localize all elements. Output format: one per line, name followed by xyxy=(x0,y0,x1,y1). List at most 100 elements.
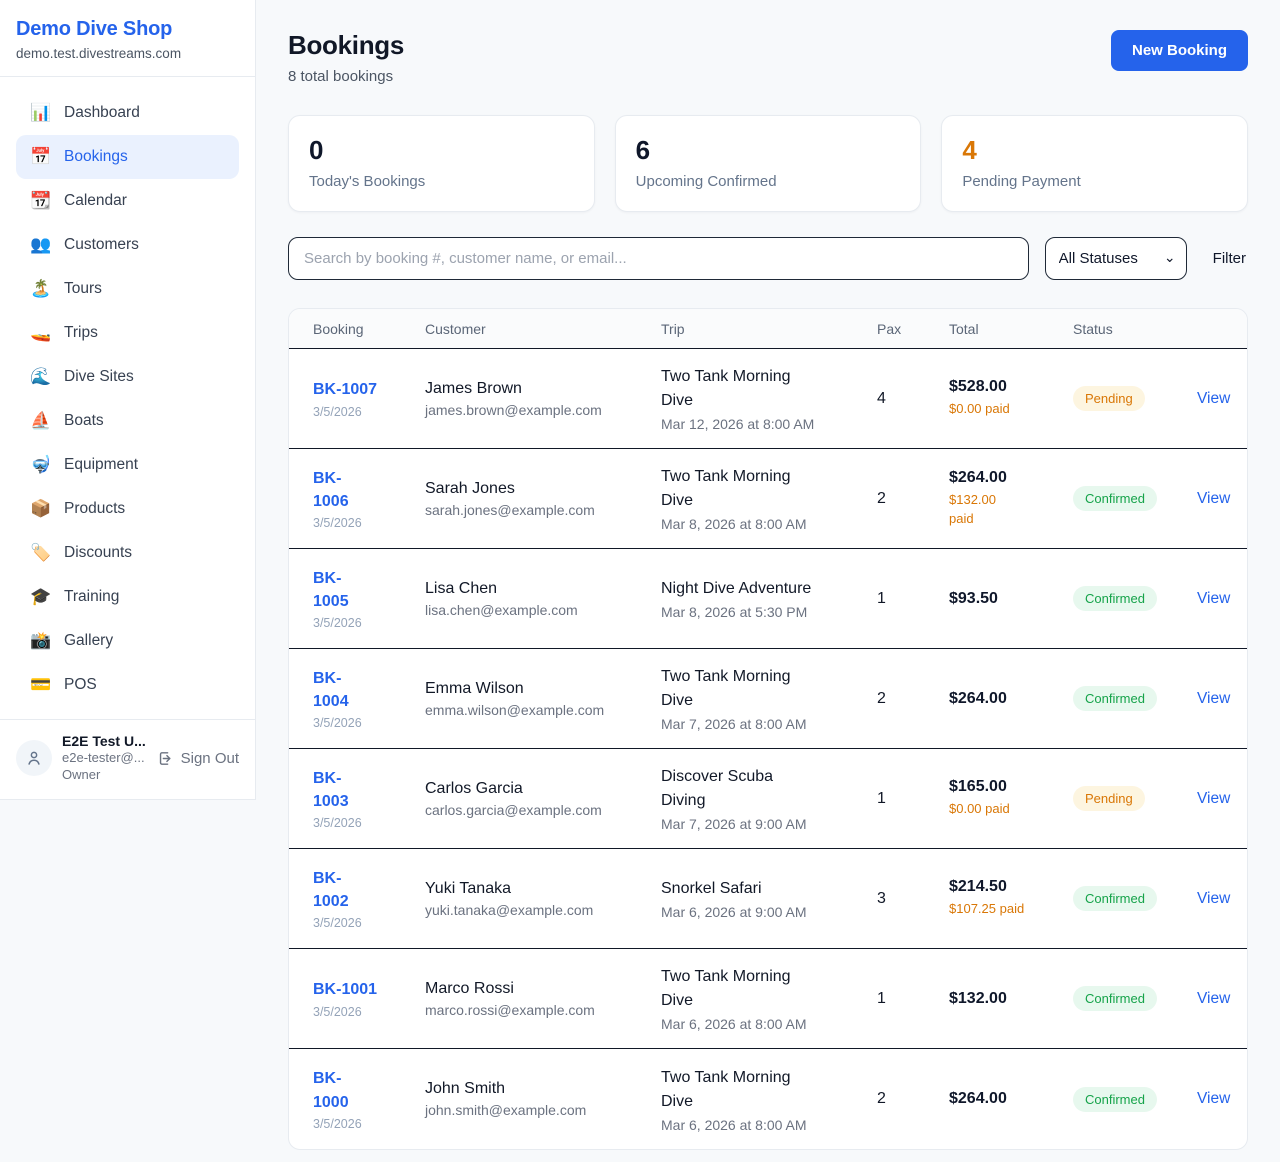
customer-cell: Marco Rossi marco.rossi@example.com xyxy=(425,980,661,1018)
user-info: E2E Test U... e2e-tester@... Owner xyxy=(62,733,147,784)
pax-cell: 1 xyxy=(877,990,949,1008)
sidebar-item-bookings[interactable]: 📅 Bookings xyxy=(16,135,239,179)
page-header-text: Bookings 8 total bookings xyxy=(288,30,404,85)
view-link[interactable]: View xyxy=(1197,789,1231,807)
view-link[interactable]: View xyxy=(1197,689,1231,707)
pax-cell: 3 xyxy=(877,890,949,908)
sidebar-item-dive-sites[interactable]: 🌊 Dive Sites xyxy=(16,355,239,399)
sidebar-item-label: Training xyxy=(64,588,120,605)
customer-email: sarah.jones@example.com xyxy=(425,501,595,518)
sidebar-item-boats[interactable]: ⛵ Boats xyxy=(16,399,239,443)
sidebar-item-trips[interactable]: 🚤 Trips xyxy=(16,311,239,355)
sidebar-item-label: POS xyxy=(64,676,97,693)
booking-cell: BK- 1002 3/5/2026 xyxy=(313,867,425,930)
sidebar-item-calendar[interactable]: 📆 Calendar xyxy=(16,179,239,223)
total-amount: $165.00 xyxy=(949,778,1007,796)
table-row: BK-1001 3/5/2026 Marco Rossi marco.rossi… xyxy=(289,949,1247,1049)
booking-id-link[interactable]: BK- 1000 xyxy=(313,1070,349,1111)
sidebar-item-equipment[interactable]: 🤿 Equipment xyxy=(16,443,239,487)
view-cell: View xyxy=(1197,890,1230,908)
customer-name: Emma Wilson xyxy=(425,679,524,697)
sidebar-item-training[interactable]: 🎓 Training xyxy=(16,575,239,619)
trip-name: Two Tank Morning Dive xyxy=(661,468,791,509)
calendar-icon: 📆 xyxy=(30,191,52,210)
booking-cell: BK-1007 3/5/2026 xyxy=(313,378,425,418)
total-bookings-subtitle: 8 total bookings xyxy=(288,68,394,85)
booking-id-link[interactable]: BK- 1005 xyxy=(313,569,349,610)
customer-email: yuki.tanaka@example.com xyxy=(425,901,594,918)
user-role: Owner xyxy=(62,767,101,783)
trip-name: Discover Scuba Diving xyxy=(661,768,774,809)
total-cell: $264.00 xyxy=(949,1090,1073,1108)
view-link[interactable]: View xyxy=(1197,589,1231,607)
column-header: Customer xyxy=(425,320,486,337)
total-cell: $528.00 $0.00 paid xyxy=(949,378,1073,418)
booking-id-link[interactable]: BK-1007 xyxy=(313,381,378,399)
view-link[interactable]: View xyxy=(1197,989,1231,1007)
pax-cell: 2 xyxy=(877,490,949,508)
view-cell: View xyxy=(1197,690,1230,708)
sidebar-item-gallery[interactable]: 📸 Gallery xyxy=(16,619,239,663)
booking-id-link[interactable]: BK-1001 xyxy=(313,981,378,999)
sidebar-nav: 📊 Dashboard 📅 Bookings 📆 Calendar 👥 Cust… xyxy=(0,77,255,721)
sidebar-item-tours[interactable]: 🏝️ Tours xyxy=(16,267,239,311)
shop-domain: demo.test.divestreams.com xyxy=(16,46,182,61)
table-header: Booking Customer Trip Pax Total Status xyxy=(289,309,1247,349)
trip-datetime: Mar 6, 2026 at 8:00 AM xyxy=(661,1016,807,1032)
table-row: BK- 1005 3/5/2026 Lisa Chen lisa.chen@ex… xyxy=(289,549,1247,649)
paid-amount: $132.00 paid xyxy=(949,492,996,526)
user-section: E2E Test U... e2e-tester@... Owner Sign … xyxy=(0,718,255,799)
trip-datetime: Mar 6, 2026 at 9:00 AM xyxy=(661,904,807,920)
view-cell: View xyxy=(1197,790,1230,808)
pax-cell: 2 xyxy=(877,690,949,708)
status-cell: Confirmed xyxy=(1073,486,1197,511)
sidebar-item-pos[interactable]: 💳 POS xyxy=(16,663,239,707)
booking-id-link[interactable]: BK- 1006 xyxy=(313,469,349,510)
trip-datetime: Mar 6, 2026 at 8:00 AM xyxy=(661,1116,807,1133)
booking-date: 3/5/2026 xyxy=(313,1004,362,1019)
customer-cell: Lisa Chen lisa.chen@example.com xyxy=(425,580,661,618)
customer-name: Marco Rossi xyxy=(425,979,514,997)
customer-cell: Carlos Garcia carlos.garcia@example.com xyxy=(425,780,661,818)
view-link[interactable]: View xyxy=(1197,489,1231,507)
sidebar: Demo Dive Shop demo.test.divestreams.com… xyxy=(0,0,256,800)
page-title: Bookings xyxy=(288,30,405,60)
booking-date: 3/5/2026 xyxy=(313,516,362,531)
status-filter-select[interactable]: All Statuses xyxy=(1044,237,1187,280)
booking-id-link[interactable]: BK- 1004 xyxy=(313,669,349,710)
view-link[interactable]: View xyxy=(1197,389,1231,407)
pax-count: 1 xyxy=(877,789,886,807)
view-cell: View xyxy=(1197,490,1230,508)
booking-cell: BK-1001 3/5/2026 xyxy=(313,978,425,1018)
view-link[interactable]: View xyxy=(1197,889,1231,907)
customer-name: John Smith xyxy=(425,1080,506,1097)
trip-cell: Discover Scuba Diving Mar 7, 2026 at 9:0… xyxy=(661,765,877,832)
trip-name: Two Tank Morning Dive xyxy=(661,968,791,1009)
trip-datetime: Mar 8, 2026 at 8:00 AM xyxy=(661,516,807,532)
view-link[interactable]: View xyxy=(1197,1090,1231,1107)
sign-out-button[interactable]: Sign Out xyxy=(157,750,239,767)
column-header: Status xyxy=(1073,320,1113,337)
sidebar-item-label: Dive Sites xyxy=(64,368,134,385)
search-input[interactable] xyxy=(288,237,1029,280)
trip-name: Night Dive Adventure xyxy=(661,580,812,597)
sidebar-item-label: Equipment xyxy=(64,456,139,473)
discounts-icon: 🏷️ xyxy=(30,543,52,562)
booking-date: 3/5/2026 xyxy=(313,816,362,831)
status-badge: Confirmed xyxy=(1073,586,1157,611)
avatar xyxy=(16,740,52,777)
trip-name: Snorkel Safari xyxy=(661,880,762,897)
table-row: BK- 1006 3/5/2026 Sarah Jones sarah.jone… xyxy=(289,449,1247,549)
customer-cell: Sarah Jones sarah.jones@example.com xyxy=(425,480,661,518)
sidebar-item-customers[interactable]: 👥 Customers xyxy=(16,223,239,267)
sidebar-item-products[interactable]: 📦 Products xyxy=(16,487,239,531)
table-row: BK- 1000 3/5/2026 John Smith john.smith@… xyxy=(289,1049,1247,1149)
sidebar-item-dashboard[interactable]: 📊 Dashboard xyxy=(16,91,239,135)
page-header: Bookings 8 total bookings New Booking xyxy=(288,30,1248,85)
booking-id-link[interactable]: BK- 1002 xyxy=(313,869,349,910)
new-booking-button[interactable]: New Booking xyxy=(1110,30,1248,71)
booking-id-link[interactable]: BK- 1003 xyxy=(313,769,349,810)
sidebar-item-discounts[interactable]: 🏷️ Discounts xyxy=(16,531,239,575)
pos-icon: 💳 xyxy=(30,675,52,694)
filter-button[interactable]: Filter xyxy=(1212,250,1246,267)
